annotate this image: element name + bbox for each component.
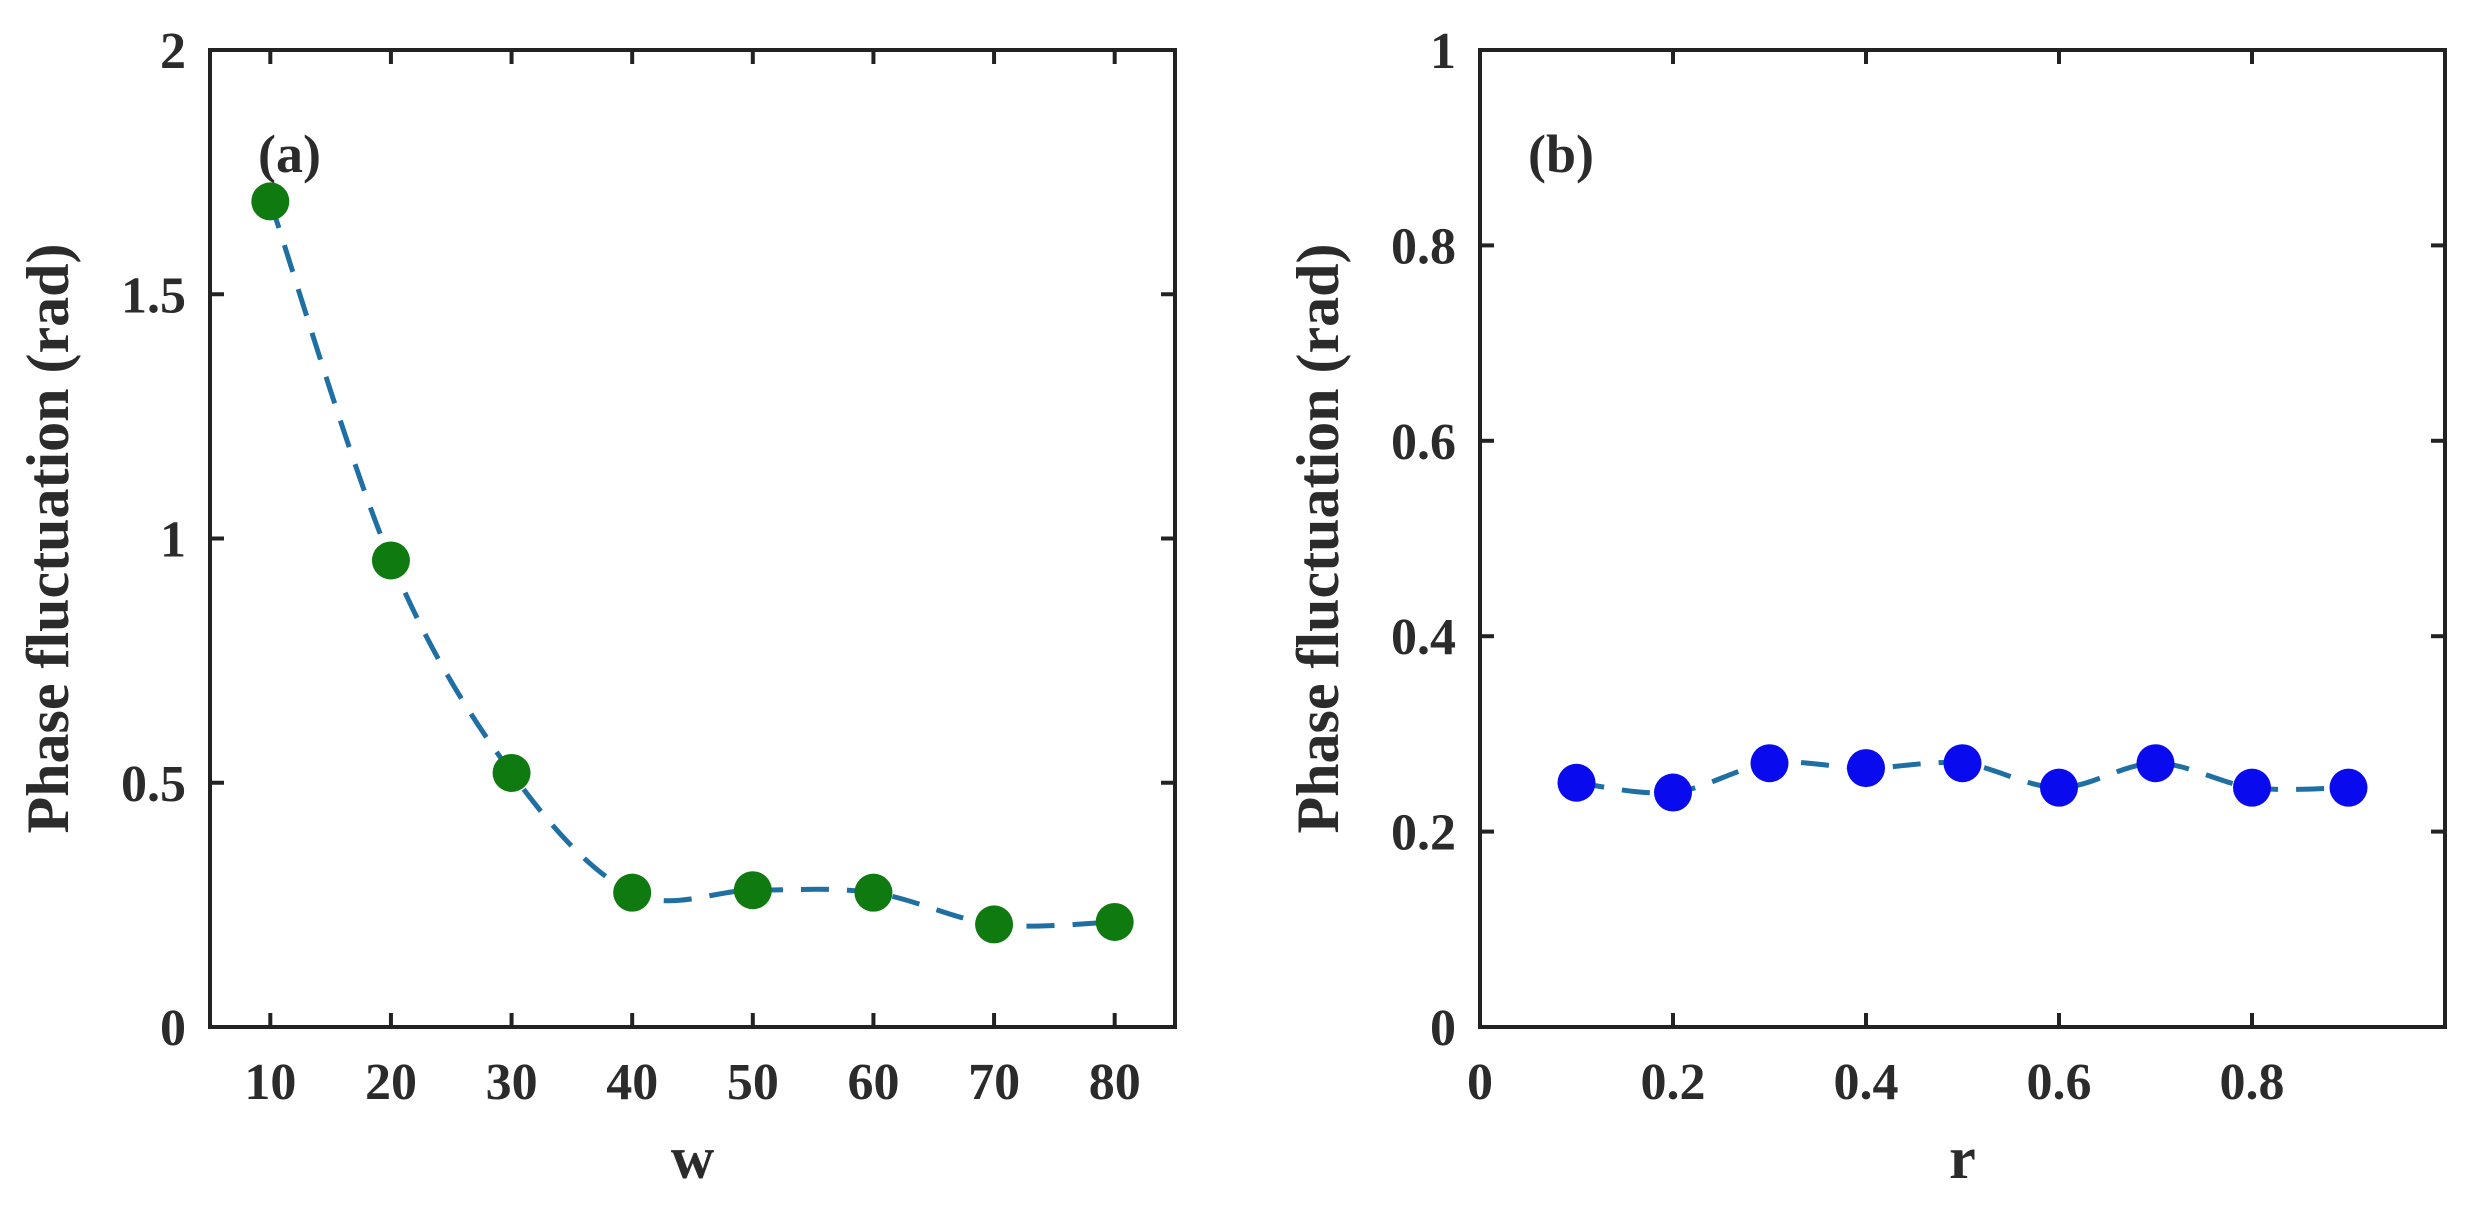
panel-label: (a) — [258, 124, 321, 184]
x-tick-label: 60 — [847, 1054, 899, 1111]
data-point — [2136, 744, 2175, 783]
data-point — [1750, 744, 1789, 783]
x-tick-label: 0.4 — [1834, 1054, 1899, 1111]
data-point — [1943, 744, 1982, 783]
x-tick-label: 0.6 — [2027, 1054, 2092, 1111]
axes-box — [1478, 48, 2447, 1029]
x-tick-label: 70 — [968, 1054, 1020, 1111]
data-point — [854, 873, 893, 912]
data-point — [1847, 749, 1885, 788]
y-tick-label: 0.2 — [1391, 805, 1456, 862]
x-tick-label: 40 — [606, 1054, 658, 1111]
y-axis-label: Phase fluctuation (rad) — [1285, 244, 1351, 834]
x-axis-label: w — [671, 1125, 715, 1191]
data-point — [975, 905, 1014, 944]
panel-a: 10 20 30 40 50 60 70 80 0 0.5 1 1.5 2 w Phase fluctuat… — [15, 23, 1177, 1191]
x-tick-label: 10 — [244, 1054, 296, 1111]
y-tick-label: 1.5 — [121, 267, 186, 324]
data-point — [1095, 902, 1134, 941]
data-point — [2040, 768, 2078, 807]
axes-box — [208, 48, 1177, 1029]
data-point — [613, 873, 652, 912]
x-tick-label: 0 — [1467, 1054, 1493, 1111]
y-tick-label: 0 — [160, 1000, 186, 1057]
y-tick-label: 0.5 — [121, 756, 186, 813]
x-tick-label: 20 — [365, 1054, 417, 1111]
y-tick-label: 0.4 — [1391, 609, 1456, 666]
data-point — [371, 541, 410, 580]
x-tick-label: 80 — [1089, 1054, 1141, 1111]
x-tick-label: 0.2 — [1641, 1054, 1706, 1111]
panel-b: 0 0.2 0.4 0.6 0.8 0 0.2 0.4 0.6 0.8 1 r Phase fluctu… — [1285, 23, 2447, 1191]
y-tick-label: 1 — [160, 512, 186, 569]
data-point — [492, 753, 531, 792]
x-tick-label: 0.8 — [2220, 1054, 2285, 1111]
x-axis-label: r — [1949, 1125, 1976, 1191]
y-tick-label: 1 — [1430, 23, 1456, 80]
y-tick-label: 0.8 — [1391, 218, 1456, 275]
data-point — [1557, 763, 1596, 802]
panel-label: (b) — [1528, 124, 1594, 184]
y-tick-label: 0.6 — [1391, 414, 1456, 471]
y-tick-label: 2 — [160, 23, 186, 80]
data-point — [1654, 773, 1692, 812]
x-tick-label: 30 — [486, 1054, 538, 1111]
y-tick-label: 0 — [1430, 1000, 1456, 1057]
y-axis-label: Phase fluctuation (rad) — [15, 244, 81, 834]
x-tick-label: 50 — [727, 1054, 779, 1111]
data-point — [251, 182, 290, 221]
data-point — [2329, 768, 2368, 807]
data-point — [733, 871, 772, 910]
data-point — [2233, 768, 2271, 807]
